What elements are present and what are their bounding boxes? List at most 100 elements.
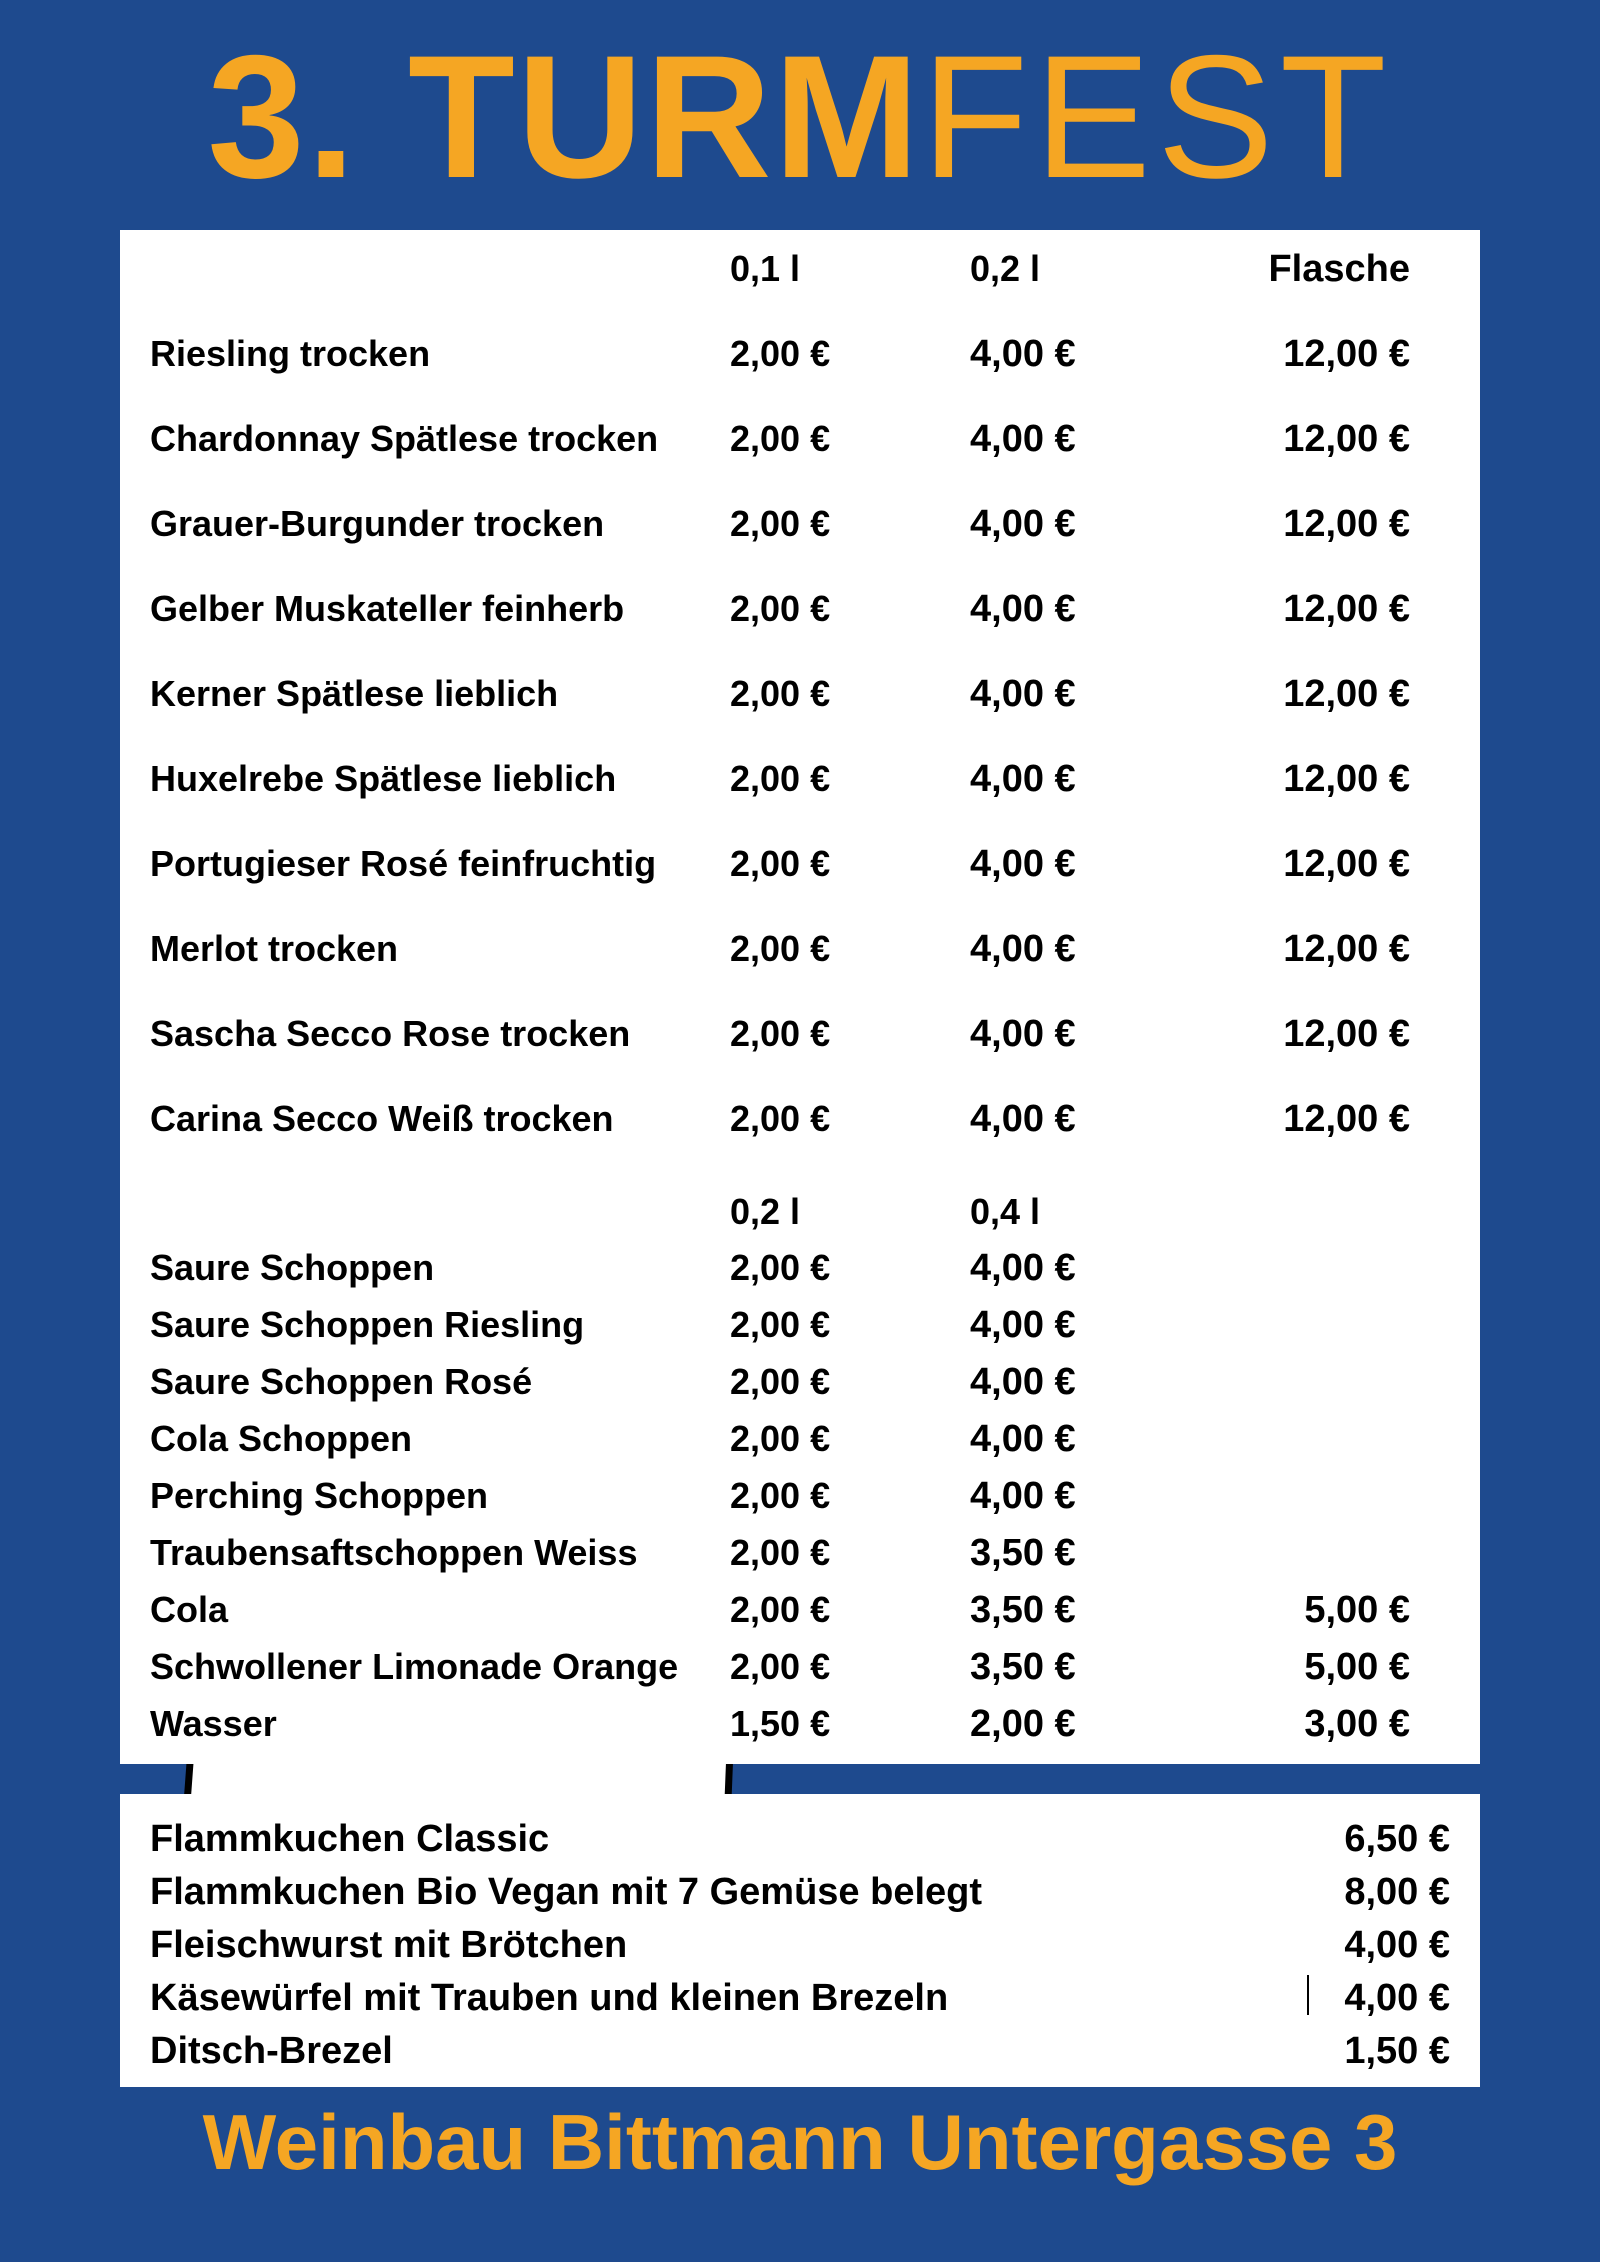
beverage-price-04l: 3,50 €	[970, 1646, 1210, 1689]
wine-price-02l: 4,00 €	[970, 1098, 1210, 1141]
wine-name: Chardonnay Spätlese trocken	[150, 418, 730, 460]
wine-row: Sascha Secco Rose trocken2,00 €4,00 €12,…	[150, 1013, 1450, 1056]
food-price: 4,00 €	[1285, 1977, 1450, 2020]
food-row: Flammkuchen Bio Vegan mit 7 Gemüse beleg…	[150, 1871, 1450, 1914]
wine-price-01l: 2,00 €	[730, 1013, 970, 1055]
wine-price-bottle: 12,00 €	[1210, 673, 1410, 716]
food-row: Flammkuchen Classic 6,50 €	[150, 1818, 1450, 1861]
beverage-price-04l: 3,50 €	[970, 1589, 1210, 1632]
beverage-price-04l: 4,00 €	[970, 1247, 1210, 1290]
wine-name: Merlot trocken	[150, 928, 730, 970]
beverage-price-02l: 2,00 €	[730, 1646, 970, 1688]
wine-row: Portugieser Rosé feinfruchtig2,00 €4,00 …	[150, 843, 1450, 886]
beverage-row: Wasser1,50 €2,00 €3,00 €	[150, 1703, 1450, 1746]
wine-row: Chardonnay Spätlese trocken2,00 €4,00 €1…	[150, 418, 1450, 461]
beverage-row: Schwollener Limonade Orange2,00 €3,50 €5…	[150, 1646, 1450, 1689]
wine-name: Carina Secco Weiß trocken	[150, 1098, 730, 1140]
beverage-name: Traubensaftschoppen Weiss	[150, 1532, 730, 1574]
beverage-name: Saure Schoppen	[150, 1247, 730, 1289]
beverage-price-extra: 5,00 €	[1210, 1589, 1410, 1632]
wine-price-02l: 4,00 €	[970, 673, 1210, 716]
beverage-price-04l: 4,00 €	[970, 1475, 1210, 1518]
title-bold: 3. TURM	[207, 30, 921, 205]
beverage-row: Saure Schoppen2,00 €4,00 €	[150, 1247, 1450, 1290]
beverage-name: Perching Schoppen	[150, 1475, 730, 1517]
wine-price-01l: 2,00 €	[730, 1098, 970, 1140]
beverage-name: Wasser	[150, 1703, 730, 1745]
beverage-price-extra: 5,00 €	[1210, 1646, 1410, 1689]
wine-name: Gelber Muskateller feinherb	[150, 588, 730, 630]
title-light: FEST	[921, 30, 1392, 205]
wine-price-bottle: 12,00 €	[1210, 1013, 1410, 1056]
beverage-name: Schwollener Limonade Orange	[150, 1646, 730, 1688]
wine-price-02l: 4,00 €	[970, 333, 1210, 376]
beverage-price-02l: 2,00 €	[730, 1418, 970, 1460]
food-name: Fleischwurst mit Brötchen	[150, 1924, 627, 1967]
food-price: 6,50 €	[1285, 1818, 1450, 1861]
beverage-row: Traubensaftschoppen Weiss2,00 €3,50 €	[150, 1532, 1450, 1575]
beverage-price-04l: 4,00 €	[970, 1418, 1210, 1461]
beverage-price-04l: 4,00 €	[970, 1361, 1210, 1404]
bev-header-p1: 0,2 l	[730, 1191, 970, 1233]
beverage-price-04l: 4,00 €	[970, 1304, 1210, 1347]
food-price: 1,50 €	[1285, 2030, 1450, 2073]
wine-header-p2: 0,2 l	[970, 248, 1210, 290]
food-row: Ditsch-Brezel 1,50 €	[150, 2030, 1450, 2073]
wine-row: Huxelrebe Spätlese lieblich2,00 €4,00 €1…	[150, 758, 1450, 801]
wine-header-p1: 0,1 l	[730, 248, 970, 290]
wine-name: Portugieser Rosé feinfruchtig	[150, 843, 730, 885]
wine-price-01l: 2,00 €	[730, 928, 970, 970]
food-name: Ditsch-Brezel	[150, 2030, 393, 2073]
wine-price-02l: 4,00 €	[970, 418, 1210, 461]
bev-header-row: 0,2 l 0,4 l	[150, 1191, 1450, 1233]
wine-price-02l: 4,00 €	[970, 928, 1210, 971]
wine-name: Sascha Secco Rose trocken	[150, 1013, 730, 1055]
beverage-price-04l: 3,50 €	[970, 1532, 1210, 1575]
wine-price-02l: 4,00 €	[970, 588, 1210, 631]
beverage-name: Cola Schoppen	[150, 1418, 730, 1460]
food-price: 4,00 €	[1285, 1924, 1450, 1967]
wine-header-p3: Flasche	[1210, 248, 1410, 291]
food-row: Käsewürfel mit Trauben und kleinen Breze…	[150, 1977, 1450, 2020]
wine-price-02l: 4,00 €	[970, 1013, 1210, 1056]
beverage-price-04l: 2,00 €	[970, 1703, 1210, 1746]
wine-price-01l: 2,00 €	[730, 843, 970, 885]
beverage-row: Saure Schoppen Riesling2,00 €4,00 €	[150, 1304, 1450, 1347]
beverage-name: Saure Schoppen Riesling	[150, 1304, 730, 1346]
beverage-row: Cola Schoppen2,00 €4,00 €	[150, 1418, 1450, 1461]
beverage-row: Cola2,00 €3,50 €5,00 €	[150, 1589, 1450, 1632]
wine-price-01l: 2,00 €	[730, 758, 970, 800]
wine-price-02l: 4,00 €	[970, 758, 1210, 801]
wine-price-01l: 2,00 €	[730, 418, 970, 460]
food-row: Fleischwurst mit Brötchen 4,00 €	[150, 1924, 1450, 1967]
food-price: 8,00 €	[1285, 1871, 1450, 1914]
wine-price-02l: 4,00 €	[970, 503, 1210, 546]
beverage-row: Saure Schoppen Rosé2,00 €4,00 €	[150, 1361, 1450, 1404]
wine-name: Riesling trocken	[150, 333, 730, 375]
event-title: 3. TURMFEST	[0, 0, 1600, 205]
drinks-panel: 0,1 l 0,2 l Flasche Riesling trocken 2,00…	[120, 230, 1480, 1764]
beverage-price-02l: 2,00 €	[730, 1361, 970, 1403]
wine-price-01l: 2,00 €	[730, 673, 970, 715]
bev-header-p2: 0,4 l	[970, 1191, 1210, 1233]
wine-price-bottle: 12,00 €	[1210, 418, 1410, 461]
beverage-price-02l: 2,00 €	[730, 1304, 970, 1346]
wine-name: Grauer-Burgunder trocken	[150, 503, 730, 545]
beverage-row: Perching Schoppen2,00 €4,00 €	[150, 1475, 1450, 1518]
beverage-price-02l: 2,00 €	[730, 1532, 970, 1574]
wine-price-bottle: 12,00 €	[1210, 588, 1410, 631]
wine-price-02l: 4,00 €	[970, 843, 1210, 886]
beverage-price-02l: 2,00 €	[730, 1589, 970, 1631]
wine-price-bottle: 12,00 €	[1210, 503, 1410, 546]
wine-name: Huxelrebe Spätlese lieblich	[150, 758, 730, 800]
beverage-name: Saure Schoppen Rosé	[150, 1361, 730, 1403]
wine-row: Kerner Spätlese lieblich2,00 €4,00 €12,0…	[150, 673, 1450, 716]
beverage-price-extra: 3,00 €	[1210, 1703, 1410, 1746]
food-panel: Flammkuchen Classic 6,50 € Flammkuchen Bio…	[120, 1794, 1480, 2087]
food-name: Käsewürfel mit Trauben und kleinen Breze…	[150, 1977, 948, 2020]
wine-header-row: 0,1 l 0,2 l Flasche	[150, 248, 1450, 291]
wine-row: Gelber Muskateller feinherb2,00 €4,00 €1…	[150, 588, 1450, 631]
food-name: Flammkuchen Classic	[150, 1818, 549, 1861]
food-name: Flammkuchen Bio Vegan mit 7 Gemüse beleg…	[150, 1871, 982, 1914]
beverage-price-02l: 2,00 €	[730, 1247, 970, 1289]
